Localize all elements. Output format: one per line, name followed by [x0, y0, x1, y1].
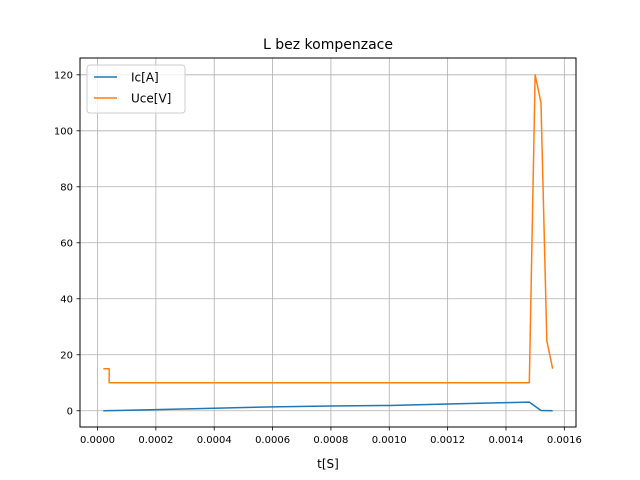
series-line-ic-a — [103, 401, 553, 412]
x-tick-label: 0.0010 — [372, 435, 407, 446]
y-axis-ticks: 0 20 40 60 80 100 120 — [54, 70, 80, 417]
legend: Ic[A] Uce[V] — [86, 64, 186, 114]
legend-label-uce-v: Uce[V] — [131, 92, 171, 106]
legend-label-ic-a: Ic[A] — [131, 71, 159, 85]
x-tick-label: 0.0016 — [547, 435, 582, 446]
series-line-uce-v — [103, 74, 554, 384]
x-axis-title: t[S] — [317, 457, 339, 471]
x-tick-label: 0.0002 — [138, 435, 173, 446]
x-tick-label: 0.0012 — [430, 435, 465, 446]
x-axis-ticks: 0.0000 0.0002 0.0004 0.0006 0.0008 0.0010 0.00… — [80, 427, 582, 446]
y-tick-label: 0 — [67, 406, 73, 417]
y-tick-label: 60 — [60, 238, 73, 249]
grid-lines — [80, 58, 576, 427]
plot-series — [103, 74, 554, 412]
y-tick-label: 20 — [60, 350, 73, 361]
x-tick-label: 0.0008 — [313, 435, 348, 446]
x-tick-label: 0.0006 — [255, 435, 290, 446]
y-tick-label: 80 — [60, 182, 73, 193]
chart-title: L bez kompenzace — [263, 37, 393, 53]
y-tick-label: 120 — [54, 70, 73, 81]
x-tick-label: 0.0000 — [80, 435, 115, 446]
y-tick-label: 100 — [54, 126, 73, 137]
x-tick-label: 0.0014 — [488, 435, 523, 446]
y-tick-label: 40 — [60, 294, 73, 305]
x-tick-label: 0.0004 — [197, 435, 232, 446]
